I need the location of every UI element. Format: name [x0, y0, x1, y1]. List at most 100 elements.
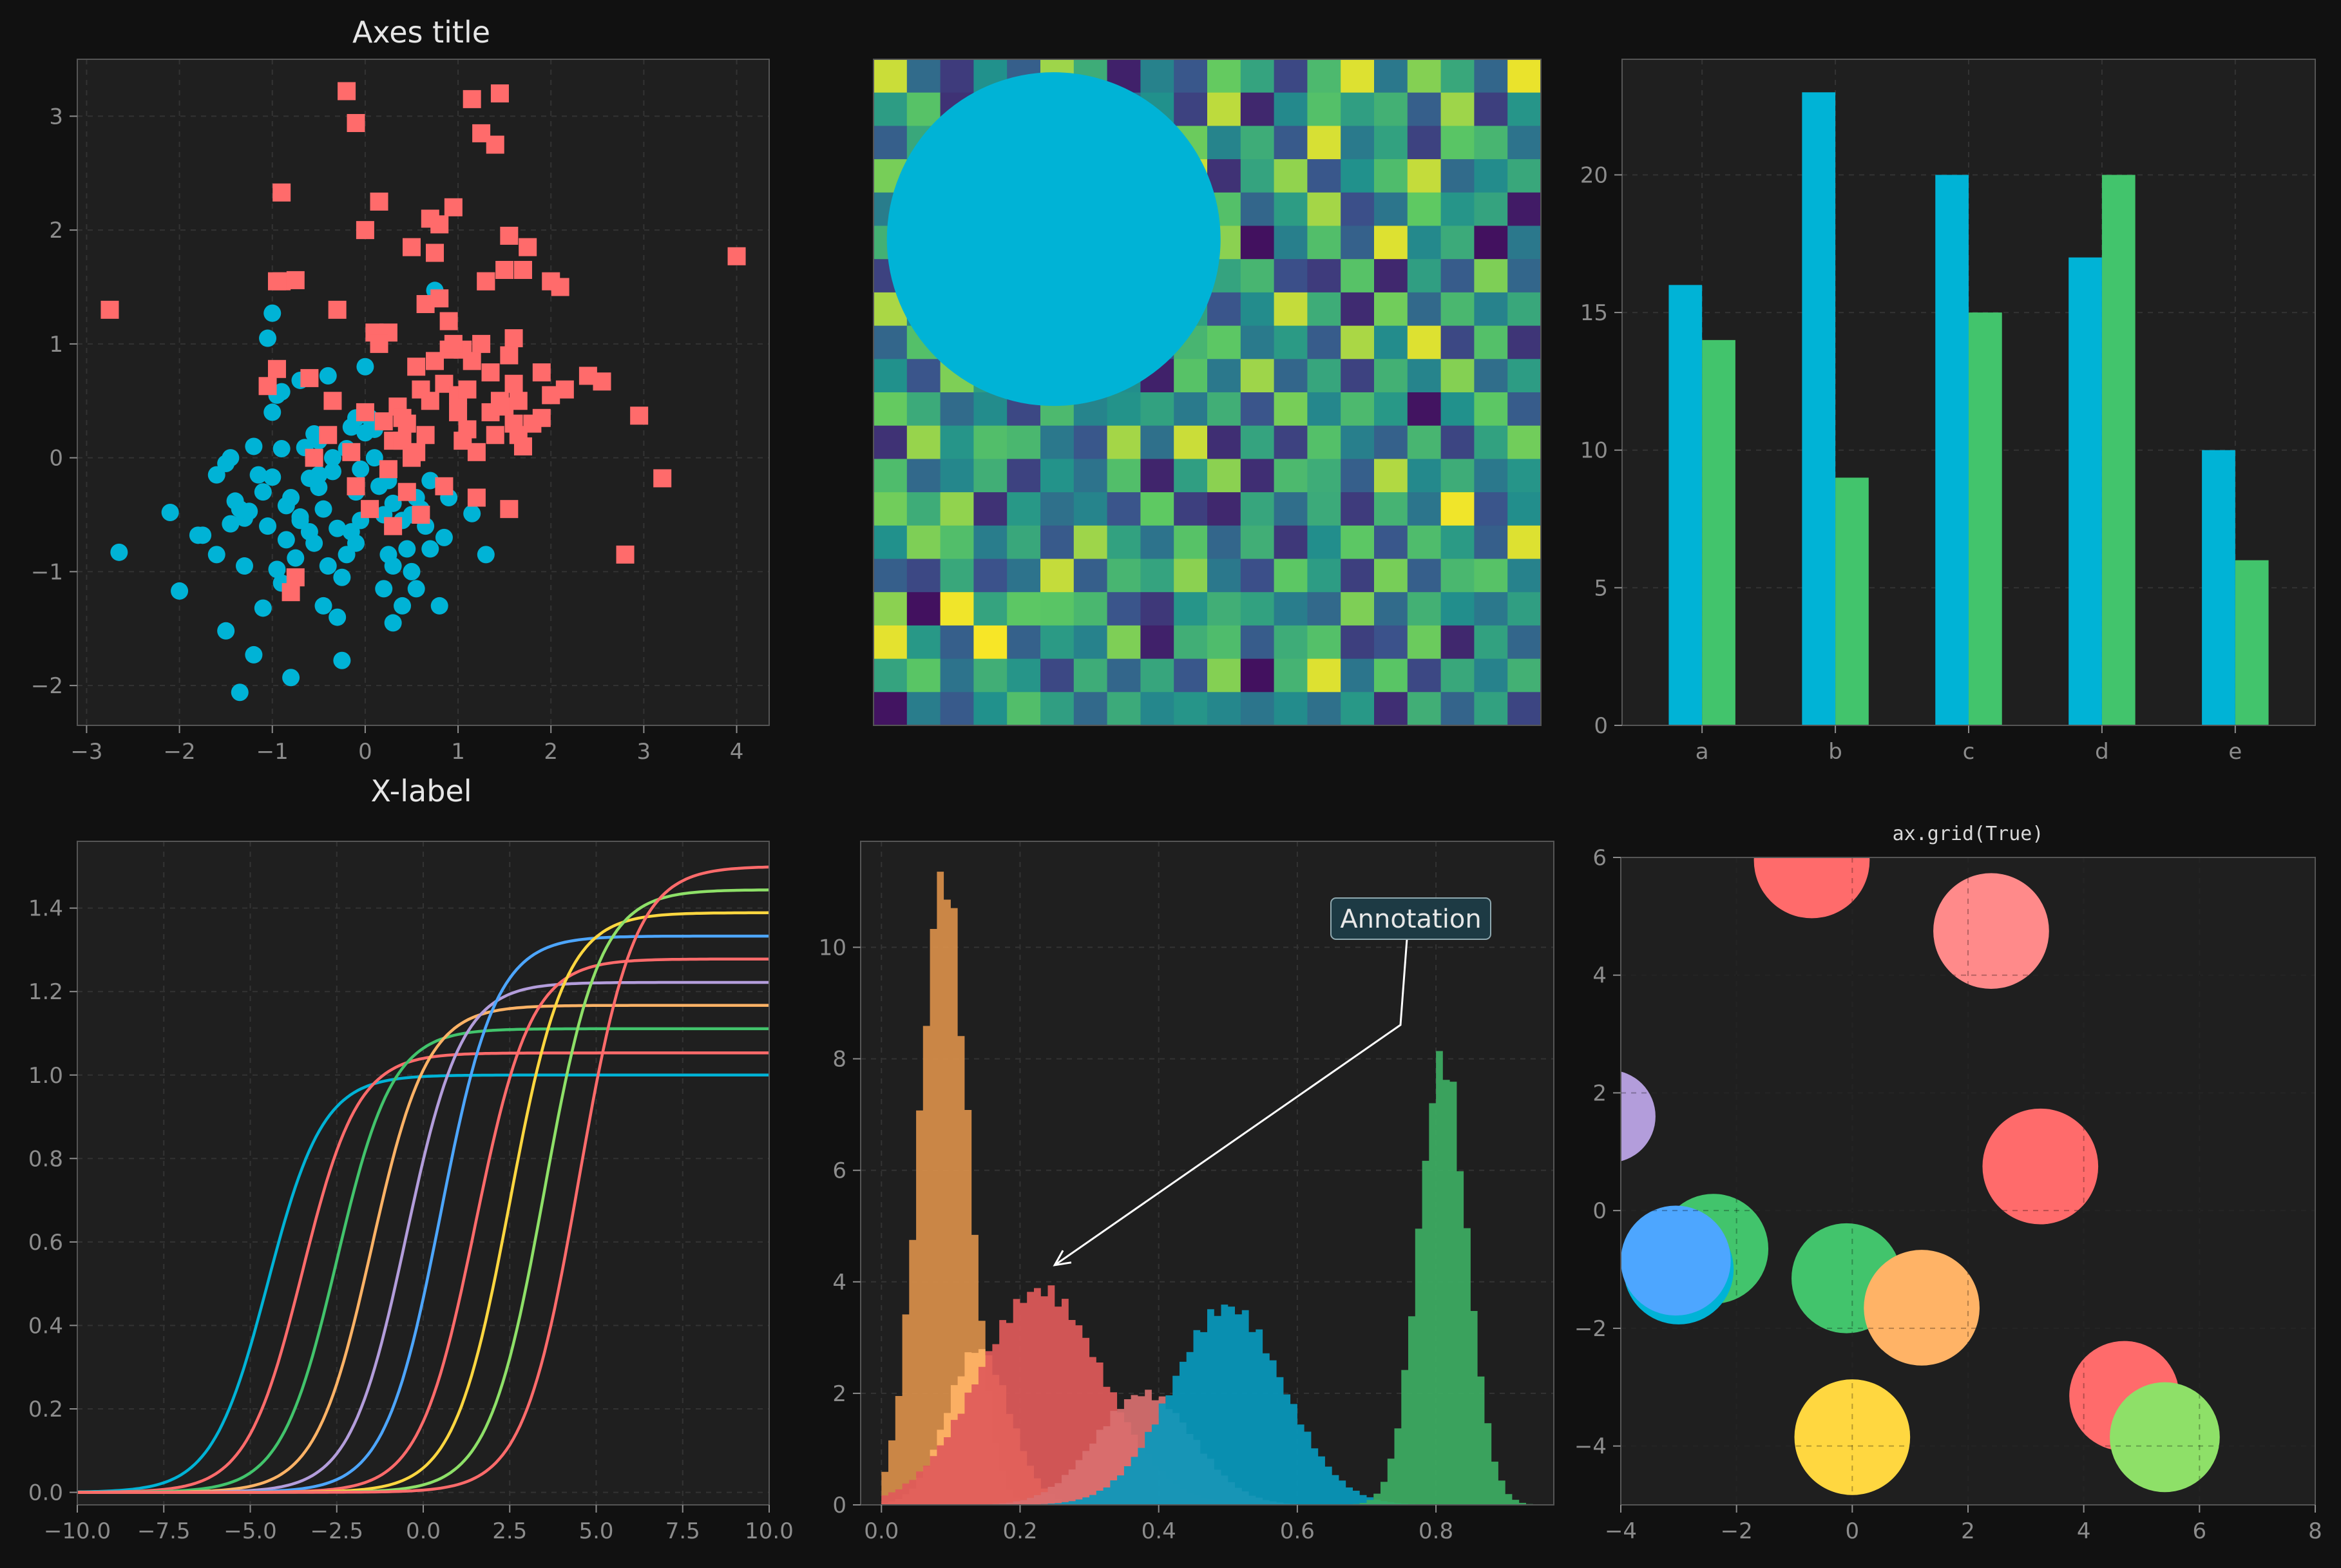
- heatmap-cell: [1307, 525, 1341, 560]
- heatmap-cell: [1374, 359, 1408, 393]
- heatmap-cell: [1407, 192, 1442, 227]
- scatter-point: [402, 238, 421, 256]
- heatmap-cell: [1073, 592, 1108, 626]
- heatmap-cell: [1274, 292, 1308, 327]
- heatmap-cell: [1107, 658, 1141, 693]
- scatter-point: [287, 549, 305, 567]
- histogram-marks: [881, 872, 1533, 1505]
- heatmap-cell: [874, 425, 908, 459]
- scatter-point: [217, 622, 235, 640]
- scatter-point: [439, 312, 458, 330]
- heatmap-cell: [1474, 525, 1508, 560]
- scatter-point: [272, 439, 291, 457]
- scatter-point: [463, 90, 481, 108]
- heatmap-cell: [1140, 525, 1174, 560]
- heatmap-cell: [1274, 692, 1308, 726]
- heatmap-cell: [1341, 592, 1375, 626]
- heatmap-cell: [1374, 392, 1408, 426]
- heatmap-cell: [1007, 425, 1041, 459]
- heatmap-cell: [1107, 625, 1141, 660]
- heatmap-cell: [1274, 325, 1308, 359]
- histogram-axes-frame: [860, 841, 1554, 1506]
- heatmap-cell: [1207, 359, 1241, 393]
- scatter-point: [329, 608, 347, 626]
- heatmap-cell: [1040, 658, 1075, 693]
- heatmap-cell: [1073, 658, 1108, 693]
- heatmap-cell: [1474, 459, 1508, 493]
- heatmap-cell: [1040, 625, 1075, 660]
- scatter-point: [342, 443, 361, 461]
- heatmap-cell: [940, 425, 974, 459]
- heatmap-cell: [1240, 459, 1275, 493]
- x-tick-label: a: [1696, 739, 1709, 765]
- x-tick-label: −1: [256, 739, 289, 765]
- bar-panel: 0 5 10 15 20 a b c d e: [1580, 59, 2316, 765]
- scatter-point: [435, 477, 454, 495]
- scatter-point: [356, 221, 374, 240]
- heatmap-cell: [1140, 59, 1174, 93]
- scatter-point: [467, 488, 486, 507]
- heatmap-cell: [1440, 425, 1475, 459]
- heatmap-cell: [1507, 292, 1542, 327]
- y-tick-label: 4: [832, 1270, 846, 1296]
- heatmap-cell: [1440, 658, 1475, 693]
- heatmap-cell: [1407, 126, 1442, 160]
- heatmap-cell: [874, 658, 908, 693]
- x-tick-label: 8: [2308, 1518, 2322, 1544]
- heatmap-cell: [1040, 559, 1075, 593]
- x-tick-label: 7.5: [665, 1518, 700, 1544]
- scatter-point: [500, 346, 519, 365]
- heatmap-cell: [1073, 525, 1108, 560]
- heatmap-cell: [1007, 525, 1041, 560]
- heatmap-cell: [1474, 59, 1508, 93]
- bar: [2069, 257, 2102, 725]
- heatmap-cell: [1174, 425, 1208, 459]
- scatter-point: [222, 515, 240, 533]
- scatter-point: [365, 449, 383, 467]
- scatter-point: [286, 271, 305, 289]
- y-tick-label: 0.4: [28, 1313, 63, 1339]
- circle-ticks: −4 −2 0 2 4 6 8 −4 −2 0 2 4 6: [1574, 845, 2322, 1544]
- scatter-point: [347, 477, 365, 495]
- histogram-panel: 0.0 0.2 0.4 0.6 0.8 0 2 4 6 8 10 Annotation: [819, 841, 1554, 1544]
- heatmap-cell: [1440, 359, 1475, 393]
- scatter-point: [314, 597, 332, 615]
- heatmap-cell: [1407, 525, 1442, 560]
- heatmap-cell: [1274, 192, 1308, 227]
- x-tick-label: b: [1828, 739, 1842, 765]
- heatmap-cell: [1407, 292, 1442, 327]
- x-tick-label: 4: [2077, 1518, 2091, 1544]
- y-tick-label: 1.2: [28, 979, 63, 1005]
- heatmap-cell: [1374, 159, 1408, 193]
- scatter-point: [397, 483, 416, 501]
- heatmap-cell: [906, 592, 941, 626]
- x-tick-label: −7.5: [137, 1518, 191, 1544]
- scatter-point: [416, 426, 435, 445]
- scatter-point: [486, 426, 504, 445]
- heatmap-cell: [1207, 325, 1241, 359]
- scatter-title: Axes title: [352, 15, 490, 50]
- heatmap-cell: [1307, 126, 1341, 160]
- x-tick-label: c: [1963, 739, 1975, 765]
- x-tick-label: 0.0: [406, 1518, 441, 1544]
- y-tick-label: −2: [1574, 1316, 1607, 1342]
- y-tick-label: 4: [1592, 963, 1607, 989]
- scatter-point: [430, 289, 449, 308]
- scatter-ticks: −3 −2 −1 0 1 2 3 4 −2 −1 0 1 2 3: [31, 104, 743, 765]
- scatter-point: [398, 540, 416, 558]
- heatmap-cell: [1507, 359, 1542, 393]
- scatter-point: [394, 597, 412, 615]
- heatmap-cell: [1374, 59, 1408, 93]
- heatmap-cell: [1440, 192, 1475, 227]
- x-tick-label: d: [2095, 739, 2109, 765]
- heatmap-cell: [906, 425, 941, 459]
- y-tick-label: 0.6: [28, 1230, 63, 1256]
- heatmap-cell: [940, 492, 974, 526]
- heatmap-cell: [1240, 692, 1275, 726]
- scatter-point: [472, 124, 491, 142]
- heatmap-cell: [1474, 259, 1508, 293]
- x-tick-label: 0.4: [1142, 1518, 1176, 1544]
- circle-marks: [1621, 857, 2220, 1495]
- scatter-point: [412, 506, 430, 524]
- scatter-point: [370, 192, 388, 211]
